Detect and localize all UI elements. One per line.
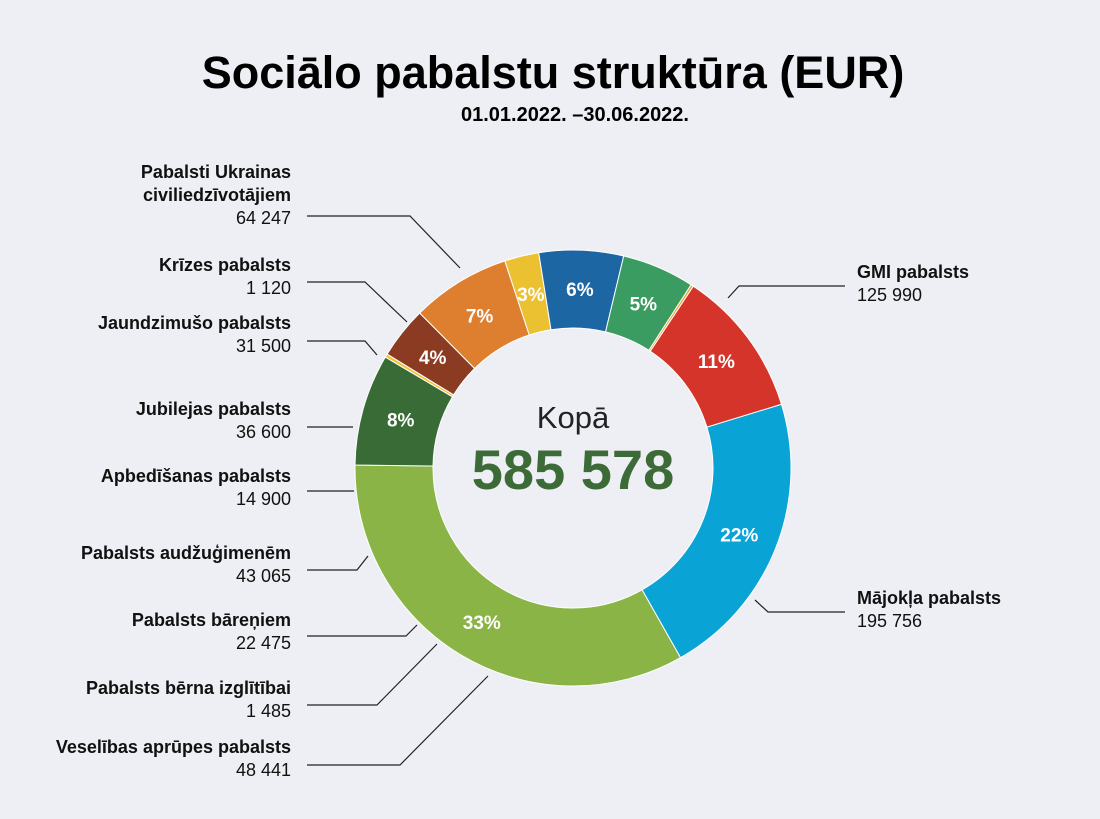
- label-name-pabalsts-bareniem: Pabalsts bāreņiem: [132, 610, 291, 630]
- leader-lines: [307, 215, 845, 766]
- label-name-pabalsts-audzugimenem: Pabalsts audžuģimenēm: [81, 543, 291, 563]
- center-total: 585 578: [472, 438, 674, 501]
- leader-gmi-pabalsts: [727, 285, 845, 299]
- label-value-pabalsts-audzugimenem: 43 065: [236, 566, 291, 586]
- pct-label-jaundzimuso-pabalsts: 5%: [630, 294, 658, 315]
- percent-labels: 22% 33% 8% 4% 7% 3% 6% 5% 11%: [387, 280, 758, 634]
- label-value-apbedisanas-pabalsts: 14 900: [236, 489, 291, 509]
- leader-krizes-pabalsts: [307, 281, 408, 323]
- pct-label-veselibas-aprupes-pabalsts: 8%: [387, 411, 415, 432]
- label-value-jaundzimuso-pabalsts: 31 500: [236, 336, 291, 356]
- center-label: Kopā: [537, 400, 610, 435]
- slice-majokla-pabalsts: [354, 464, 682, 687]
- label-value-jubilejas-pabalsts: 36 600: [236, 422, 291, 442]
- label-value-pabalsts-berna-izglitibai: 1 485: [246, 701, 291, 721]
- label-name-pabalsti-ukrainas-civiliedzivotajiem: Pabalsti Ukrainas: [141, 162, 291, 182]
- label-name-veselibas-aprupes-pabalsts: Veselības aprūpes pabalsts: [56, 737, 291, 757]
- pct-label-pabalsts-audzugimenem: 7%: [466, 306, 494, 327]
- label-value-veselibas-aprupes-pabalsts: 48 441: [236, 760, 291, 780]
- pct-label-pabalsti-ukrainas-civiliedzivotajiem: 11%: [698, 352, 735, 373]
- donut-slices: [354, 249, 792, 687]
- leader-jaundzimuso-pabalsts: [307, 340, 378, 356]
- slice-labels: GMI pabalsts 125 990 Mājokļa pabalsts 195 7…: [56, 162, 1001, 780]
- label-value-gmi-pabalsts: 125 990: [857, 285, 922, 305]
- chart-title: Sociālo pabalstu struktūra (EUR): [202, 47, 905, 98]
- pct-label-pabalsts-bareniem: 4%: [419, 348, 447, 369]
- label-name-gmi-pabalsts: GMI pabalsts: [857, 262, 969, 282]
- leader-pabalsts-berna-izglitibai: [307, 643, 438, 706]
- label-name-apbedisanas-pabalsts: Apbedīšanas pabalsts: [101, 466, 291, 486]
- label-name-majokla-pabalsts: Mājokļa pabalsts: [857, 588, 1001, 608]
- slice-pabalsti-ukrainas-civiliedzivotajiem: [649, 285, 783, 428]
- label-name-jaundzimuso-pabalsts: Jaundzimušo pabalsts: [98, 313, 291, 333]
- label-name-krizes-pabalsts: Krīzes pabalsts: [159, 255, 291, 275]
- label-value-krizes-pabalsts: 1 120: [246, 278, 291, 298]
- chart-subtitle: 01.01.2022. –30.06.2022.: [461, 104, 689, 126]
- label-value-pabalsti-ukrainas-civiliedzivotajiem: 64 247: [236, 208, 291, 228]
- pct-label-majokla-pabalsts: 33%: [463, 613, 501, 634]
- leader-pabalsts-bareniem: [307, 624, 418, 637]
- leader-majokla-pabalsts: [754, 599, 845, 613]
- label-value-majokla-pabalsts: 195 756: [857, 611, 922, 631]
- label-value-pabalsts-bareniem: 22 475: [236, 633, 291, 653]
- pct-label-jubilejas-pabalsts: 6%: [566, 280, 594, 301]
- leader-pabalsti-ukrainas-civiliedzivotajiem: [307, 215, 461, 269]
- label-name-pabalsti-ukrainas-civiliedzivotajiem: civiliedzīvotājiem: [143, 185, 291, 205]
- leader-pabalsts-audzugimenem: [307, 555, 369, 571]
- leader-veselibas-aprupes-pabalsts: [307, 675, 489, 766]
- label-name-jubilejas-pabalsts: Jubilejas pabalsts: [136, 399, 291, 419]
- pct-label-gmi-pabalsts: 22%: [720, 525, 758, 546]
- pct-label-apbedisanas-pabalsts: 3%: [517, 285, 545, 306]
- label-name-pabalsts-berna-izglitibai: Pabalsts bērna izglītībai: [86, 678, 291, 698]
